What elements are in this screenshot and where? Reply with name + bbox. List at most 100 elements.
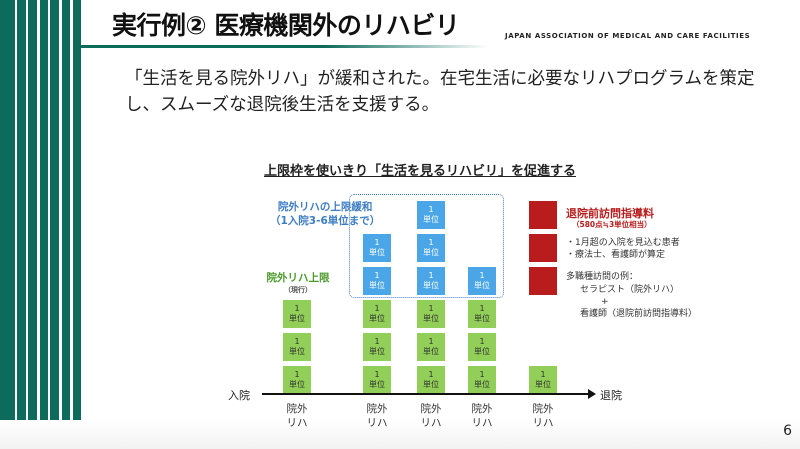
axis-discharge-label: 退院 (600, 389, 622, 402)
discharge-visit-block (529, 267, 557, 295)
unit-count: 1 (294, 304, 300, 313)
timeline-axis (262, 393, 590, 395)
unit-block-current: 1 単位 (363, 333, 391, 361)
current-limit-sub: （現行） (284, 286, 312, 294)
column-label-line1: 院外 (420, 403, 442, 415)
unit-count: 1 (374, 238, 380, 247)
unit-word: 単位 (474, 281, 490, 290)
unit-word: 単位 (474, 347, 490, 356)
unit-block-current: 1 単位 (468, 333, 496, 361)
unit-count: 1 (294, 370, 300, 379)
unit-block-current: 1 単位 (468, 366, 496, 394)
column-label: 院外 リハ (277, 402, 317, 430)
relaxed-limit-range: （1入院3-6単位まで） (270, 215, 381, 227)
example-plus: + (601, 297, 609, 307)
decor-stripe (28, 0, 37, 449)
unit-word: 単位 (423, 380, 439, 389)
unit-count: 1 (479, 304, 485, 313)
column-label-line2: リハ (532, 417, 554, 429)
column-label-line2: リハ (471, 417, 493, 429)
unit-count: 1 (479, 271, 485, 280)
unit-word: 単位 (369, 248, 385, 257)
example-therapist: セラピスト（院外リハ） (580, 285, 680, 295)
unit-count: 1 (428, 304, 434, 313)
column-label-line2: リハ (366, 417, 388, 429)
discharge-visit-fee-sub: （580点≒3単位相当） (572, 220, 652, 229)
unit-word: 単位 (423, 281, 439, 290)
unit-block-current: 1 単位 (283, 366, 311, 394)
unit-block-current: 1 単位 (283, 300, 311, 328)
column-label: 院外 リハ (357, 402, 397, 430)
column-label: 院外 リハ (411, 402, 451, 430)
unit-block-relaxed: 1 単位 (363, 234, 391, 262)
decor-stripe (50, 0, 59, 449)
note-1: ・1月超の入院を見込む患者 (566, 238, 680, 248)
unit-block-current: 1 単位 (363, 366, 391, 394)
axis-admission-label: 入院 (228, 389, 250, 402)
bottom-band (0, 420, 800, 449)
unit-word: 単位 (369, 347, 385, 356)
unit-block-relaxed: 1 単位 (417, 234, 445, 262)
slide-title: 実行例② 医療機関外のリハビリ (112, 11, 460, 40)
unit-count: 1 (428, 205, 434, 214)
lead-text: 「生活を見る院外リハ」が緩和された。在宅生活に必要なリハプログラムを策定し、スム… (125, 69, 755, 115)
unit-word: 単位 (289, 347, 305, 356)
column-label-line1: 院外 (366, 403, 388, 415)
decor-stripe (73, 0, 81, 449)
relaxed-limit-frame (349, 194, 504, 298)
diagram-subheading: 上限枠を使いきり「生活を見るリハビリ」を促進する (263, 164, 576, 179)
column-label-line1: 院外 (286, 403, 308, 415)
decor-stripe (40, 0, 48, 449)
column-label: 院外 リハ (462, 402, 502, 430)
arrow-right-icon (588, 389, 596, 399)
unit-count: 1 (428, 238, 434, 247)
unit-word: 単位 (289, 380, 305, 389)
unit-word: 単位 (369, 314, 385, 323)
decor-stripe (62, 0, 70, 449)
unit-count: 1 (374, 337, 380, 346)
unit-block-current: 1 単位 (417, 300, 445, 328)
title-underline (78, 45, 488, 48)
example-title: 多職種訪問の例： (566, 272, 639, 282)
relaxed-limit-label: 院外リハの上限緩和 （1入院3-6単位まで） (270, 200, 380, 228)
unit-word: 単位 (369, 380, 385, 389)
unit-block-relaxed: 1 単位 (417, 201, 445, 229)
unit-count: 1 (374, 271, 380, 280)
unit-count: 1 (479, 337, 485, 346)
unit-block-current: 1 単位 (468, 300, 496, 328)
column-label-line2: リハ (420, 417, 442, 429)
discharge-visit-block (529, 234, 557, 262)
note-2: ・療法士、看護師が算定 (566, 250, 666, 260)
unit-block-relaxed: 1 単位 (468, 267, 496, 295)
unit-count: 1 (540, 370, 546, 379)
unit-block-current: 1 単位 (283, 333, 311, 361)
unit-count: 1 (374, 370, 380, 379)
unit-block-current: 1 単位 (529, 366, 557, 394)
discharge-visit-block (529, 201, 557, 229)
unit-word: 単位 (474, 314, 490, 323)
unit-word: 単位 (369, 281, 385, 290)
unit-word: 単位 (423, 248, 439, 257)
unit-count: 1 (428, 271, 434, 280)
column-label: 院外 リハ (523, 402, 563, 430)
unit-word: 単位 (289, 314, 305, 323)
decor-stripe (0, 0, 15, 449)
column-label-line1: 院外 (471, 403, 493, 415)
unit-block-relaxed: 1 単位 (417, 267, 445, 295)
column-label-line2: リハ (286, 417, 308, 429)
unit-count: 1 (428, 337, 434, 346)
current-limit-label: 院外リハ上限 (266, 272, 330, 284)
column-label-line1: 院外 (532, 403, 554, 415)
association-name: JAPAN ASSOCIATION OF MEDICAL AND CARE FA… (505, 32, 751, 40)
unit-block-current: 1 単位 (417, 333, 445, 361)
unit-word: 単位 (423, 347, 439, 356)
unit-block-current: 1 単位 (417, 366, 445, 394)
unit-word: 単位 (423, 314, 439, 323)
example-nurse: 看護師（退院前訪問指導料） (580, 309, 698, 319)
unit-word: 単位 (474, 380, 490, 389)
unit-count: 1 (479, 370, 485, 379)
unit-count: 1 (428, 370, 434, 379)
unit-word: 単位 (535, 380, 551, 389)
discharge-visit-fee-label: 退院前訪問指導料 (566, 207, 654, 220)
decor-stripe (17, 0, 26, 449)
